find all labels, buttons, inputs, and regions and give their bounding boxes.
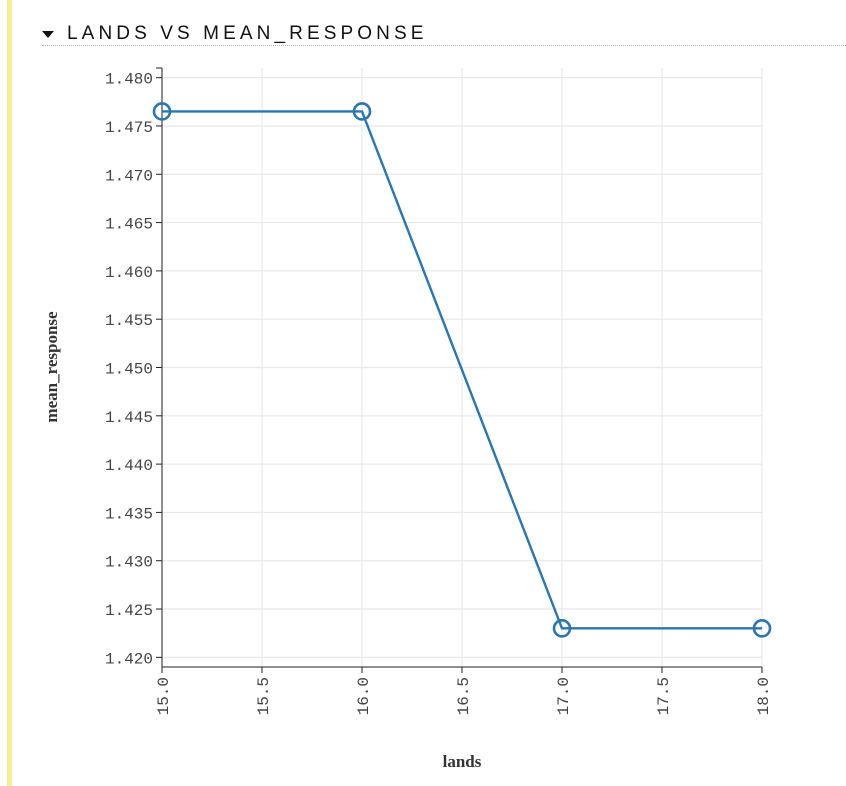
y-tick-label: 1.455 [105, 312, 153, 330]
y-tick-label: 1.440 [105, 457, 153, 475]
axes: 15.0 15.5 16.0 16.5 17.0 17.5 18.0 1.420 1.425 1.… [105, 67, 773, 715]
y-tick-label: 1.435 [105, 505, 153, 523]
series-0 [152, 102, 772, 638]
x-tick-label: 15.5 [255, 677, 273, 715]
y-tick-label: 1.470 [105, 167, 153, 185]
x-tick-label: 15.0 [155, 677, 173, 715]
y-tick-label: 1.445 [105, 409, 153, 427]
y-tick-label: 1.430 [105, 554, 153, 572]
data-point [552, 619, 572, 638]
grid [161, 68, 763, 667]
caret-down-icon[interactable] [42, 31, 54, 38]
section-title: LANDS VS MEAN_RESPONSE [67, 23, 428, 44]
y-tick-label: 1.450 [105, 361, 153, 379]
x-tick-label: 17.5 [655, 677, 673, 715]
y-tick-label: 1.460 [105, 264, 153, 282]
x-tick-label: 16.5 [455, 677, 473, 715]
data-point [352, 102, 372, 121]
y-tick-label: 1.425 [105, 602, 153, 620]
section-accent-bar [7, 0, 12, 786]
x-tick-label: 17.0 [555, 677, 573, 715]
data-point [752, 619, 772, 638]
y-axis-label: mean_response [42, 311, 61, 423]
section-divider [42, 45, 846, 46]
y-tick-label: 1.420 [105, 650, 153, 668]
x-tick-label: 18.0 [755, 677, 773, 715]
y-tick-label: 1.475 [105, 119, 153, 137]
x-axis-label: lands [443, 752, 482, 771]
x-tick-label: 16.0 [355, 677, 373, 715]
y-tick-label: 1.465 [105, 216, 153, 234]
data-point [152, 102, 172, 121]
y-tick-label: 1.480 [105, 71, 153, 89]
series-line [162, 110, 762, 630]
section-header[interactable]: LANDS VS MEAN_RESPONSE [42, 20, 428, 48]
